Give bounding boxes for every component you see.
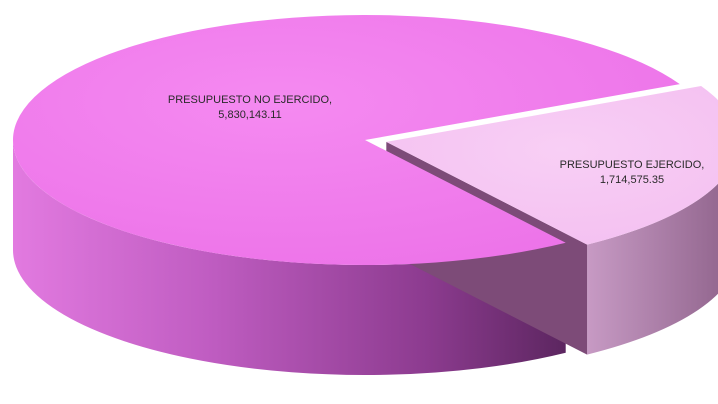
slice-top-no-ejercido xyxy=(12,15,680,266)
slice-label-no-ejercido: PRESUPUESTO NO EJERCIDO, 5,830,143.11 xyxy=(160,93,340,123)
slice-label-ejercido: PRESUPUESTO EJERCIDO, 1,714,575.35 xyxy=(552,158,712,188)
slice-value-ejercido: 1,714,575.35 xyxy=(599,174,665,186)
slice-value-no-ejercido: 5,830,143.11 xyxy=(218,109,282,121)
slice-top-ejercido xyxy=(386,86,718,245)
slice-side-no-ejercido xyxy=(12,140,566,376)
slice-side-ejercido xyxy=(587,183,718,355)
slice-name-no-ejercido: PRESUPUESTO NO EJERCIDO, xyxy=(167,94,333,106)
slice-name-ejercido: PRESUPUESTO EJERCIDO, xyxy=(559,159,705,171)
